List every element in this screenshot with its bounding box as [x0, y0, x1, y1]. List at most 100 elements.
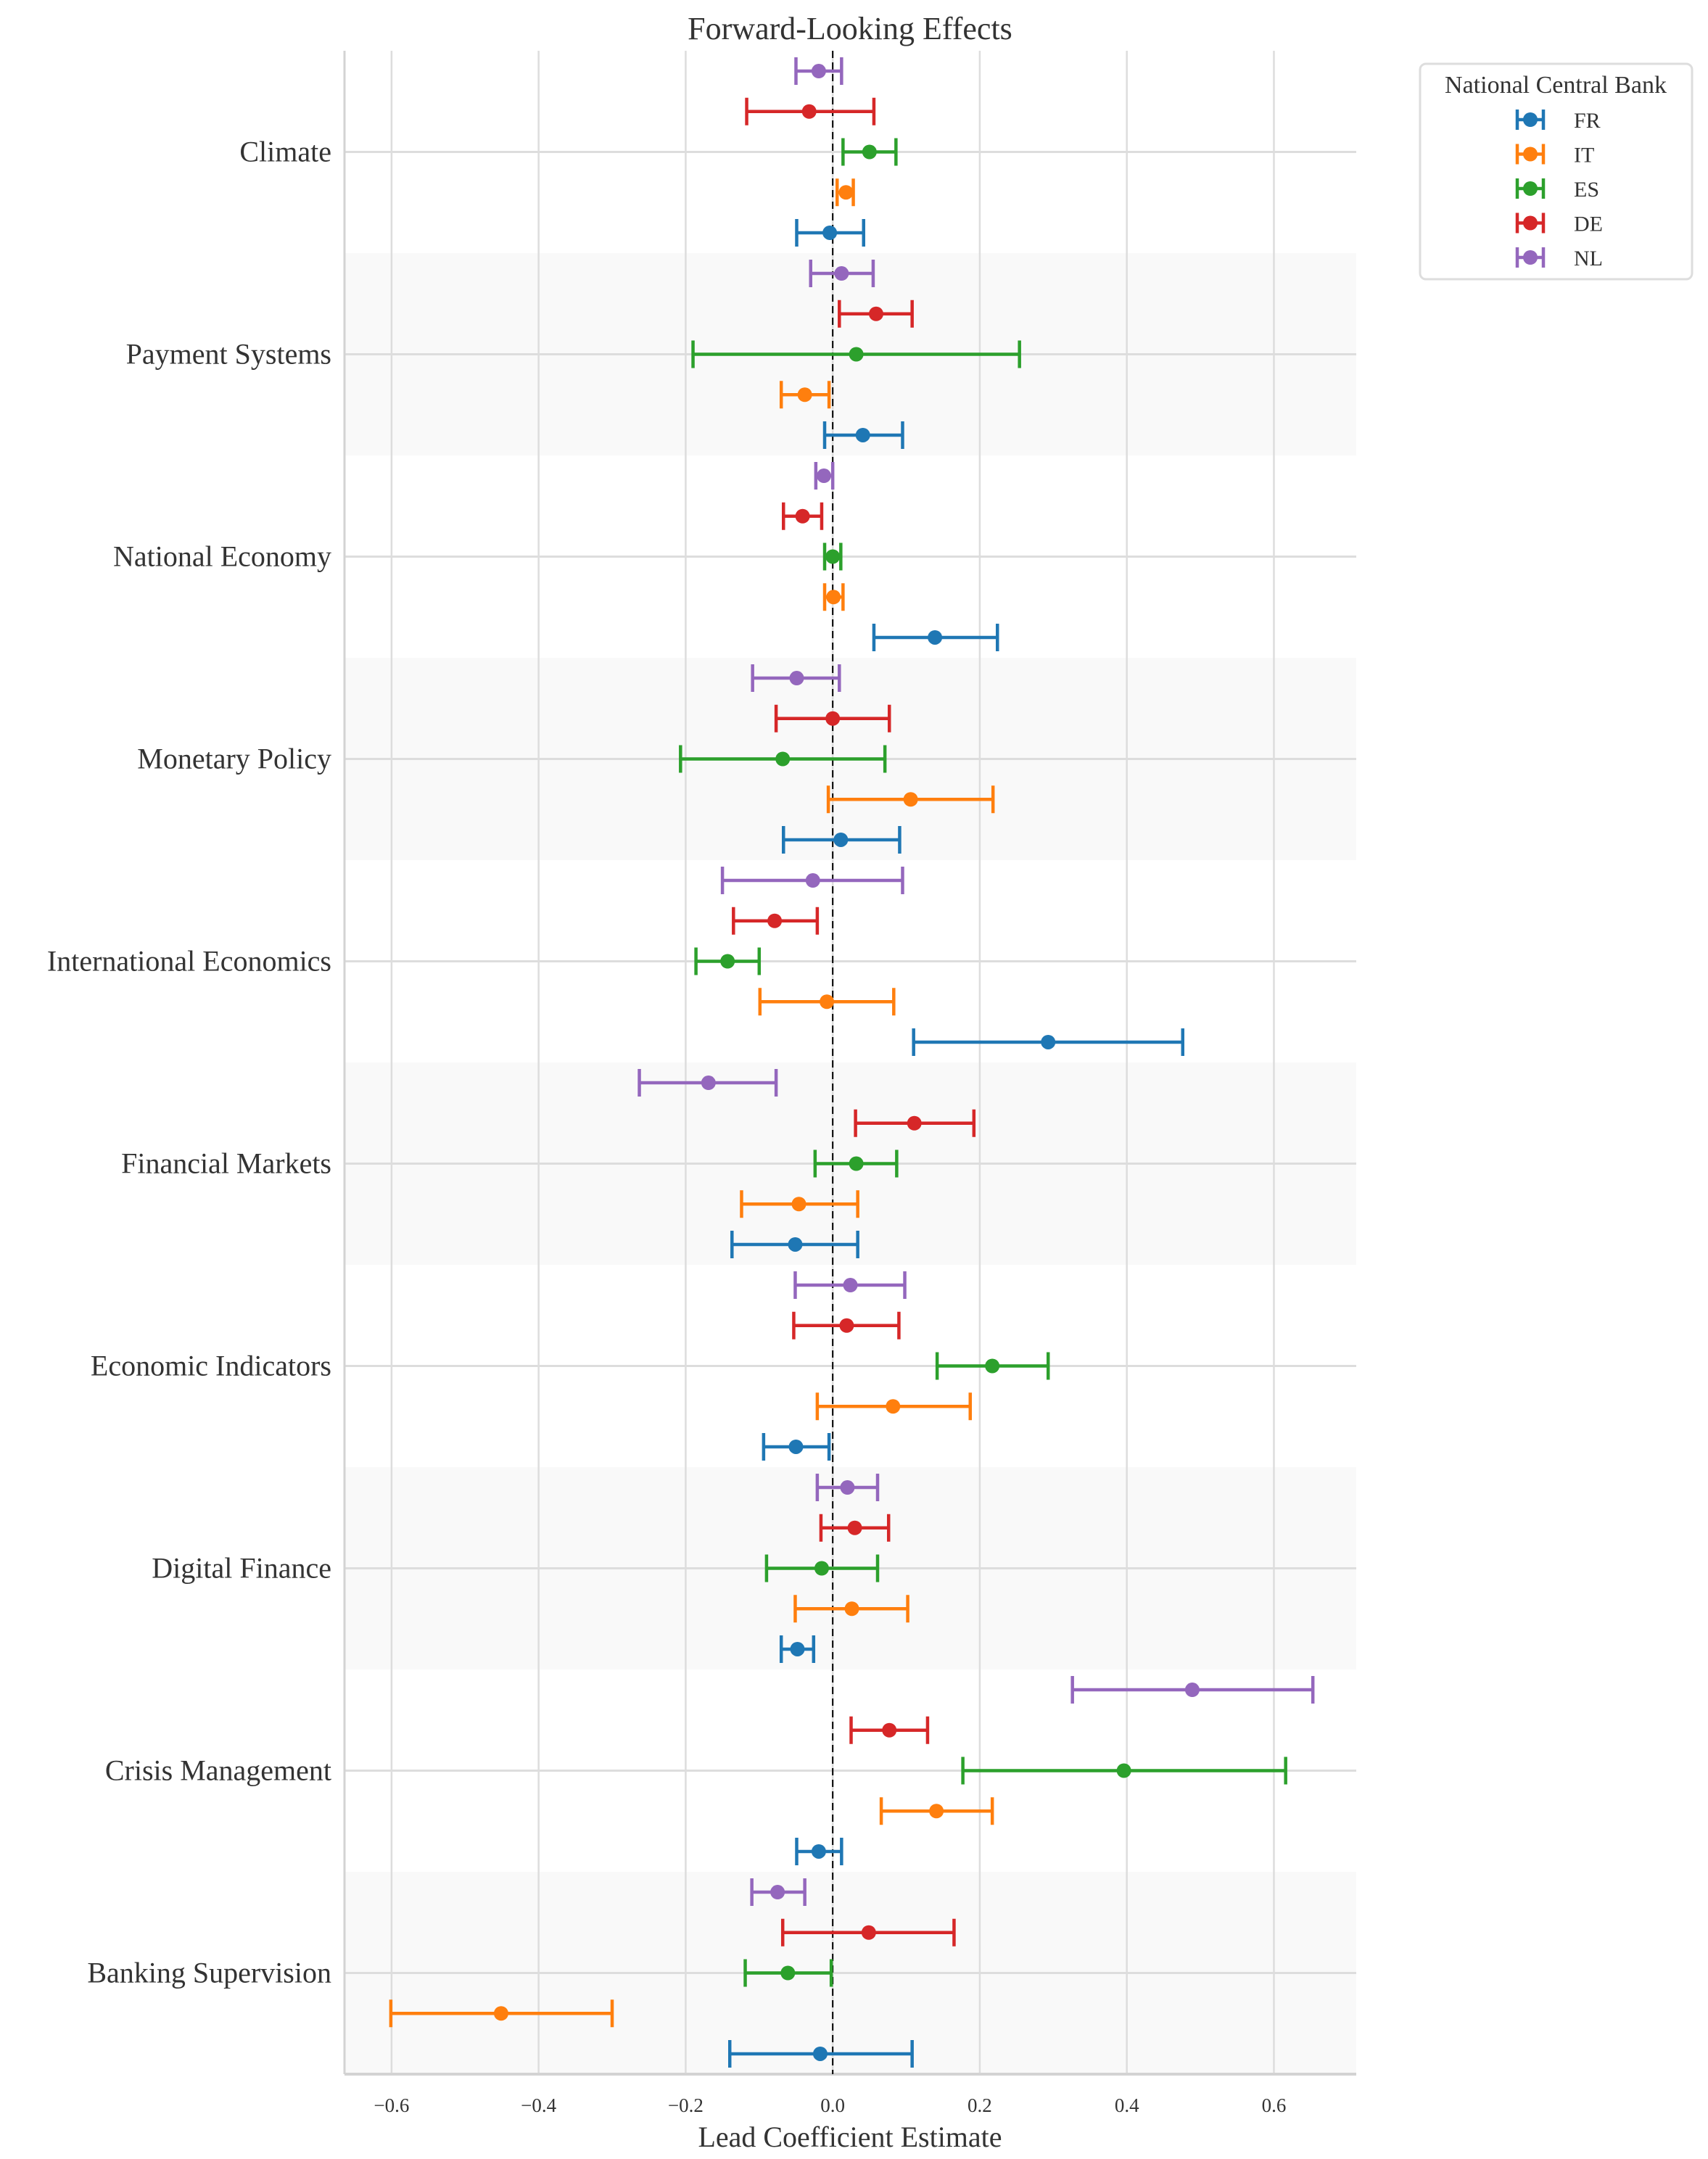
errorbar-es-economic-indicators [935, 1352, 1050, 1380]
errorbar-de-monetary-policy [774, 704, 891, 732]
errorbar-de-economic-indicators [792, 1311, 901, 1339]
errorbar-es-national-economy [822, 542, 843, 571]
series-de [732, 97, 976, 1947]
errorbar-it-payment-systems [779, 381, 831, 409]
errorbar-es-financial-markets [813, 1149, 899, 1178]
point-estimate [775, 751, 791, 767]
point-estimate [788, 1439, 804, 1454]
legend-marker-icon [1523, 146, 1538, 162]
point-estimate [767, 913, 783, 928]
point-estimate [855, 427, 870, 442]
point-estimate [985, 1358, 1000, 1374]
point-estimate [770, 1885, 785, 1900]
x-tick-label: −0.6 [374, 2094, 409, 2116]
point-estimate [825, 549, 841, 564]
errorbar-fr-national-economy [872, 623, 999, 651]
series-it [389, 178, 995, 2028]
point-estimate [820, 994, 835, 1010]
legend-marker-icon [1523, 181, 1538, 196]
errorbar-it-climate [836, 178, 855, 207]
point-estimate [720, 954, 735, 969]
errorbar-fr-financial-markets [730, 1230, 859, 1258]
point-estimate [907, 1115, 922, 1131]
errorbar-it-crisis-management [879, 1797, 994, 1825]
errorbar-fr-digital-finance [779, 1635, 816, 1663]
y-tick-label-economic-indicators: Economic Indicators [91, 1350, 331, 1382]
y-tick-label-national-economy: National Economy [113, 540, 331, 573]
errorbar-de-crisis-management [849, 1716, 930, 1744]
series-fr [727, 218, 1184, 2068]
point-estimate [840, 1480, 855, 1495]
point-estimate [928, 629, 943, 645]
x-tick-label: 0.2 [968, 2094, 992, 2116]
series-nl [638, 57, 1315, 1907]
point-estimate [1116, 1763, 1131, 1778]
legend-entry-de: DE [1515, 212, 1603, 236]
legend-frame [1419, 62, 1693, 281]
errorbar-nl-monetary-policy [751, 664, 841, 693]
errorbar-fr-climate [795, 218, 865, 247]
legend-title: National Central Bank [1445, 72, 1667, 99]
point-estimate [886, 1399, 901, 1414]
point-estimate [805, 873, 820, 888]
gridlines [345, 51, 1356, 2074]
x-tick-label: 0.0 [820, 2094, 845, 2116]
legend-label: NL [1574, 247, 1603, 271]
point-estimate [849, 1156, 864, 1171]
errorbar-de-digital-finance [819, 1514, 891, 1542]
legend-entry-es: ES [1515, 178, 1599, 202]
errorbar-nl-payment-systems [809, 260, 875, 288]
point-estimate [790, 1641, 805, 1656]
errorbar-it-national-economy [822, 583, 845, 611]
errorbar-nl-national-economy [814, 462, 835, 490]
legend-entry-nl: NL [1515, 247, 1603, 271]
legend-label: DE [1574, 212, 1603, 236]
errorbar-es-monetary-policy [679, 745, 887, 773]
errorbar-nl-climate [794, 57, 843, 86]
errorbar-de-climate [745, 97, 876, 125]
errorbar-nl-banking-supervision [750, 1878, 806, 1907]
y-tick-label-monetary-policy: Monetary Policy [137, 743, 331, 775]
errorbar-it-financial-markets [740, 1190, 859, 1218]
point-estimate [903, 792, 918, 807]
point-estimate [811, 1844, 826, 1859]
legend-entry-it: IT [1515, 144, 1594, 168]
errorbar-fr-economic-indicators [762, 1432, 831, 1461]
point-estimate [862, 144, 877, 160]
point-estimate [847, 1520, 862, 1535]
errorbar-fr-payment-systems [822, 421, 904, 449]
errorbar-es-banking-supervision [743, 1959, 833, 1987]
point-estimate [834, 266, 849, 281]
legend-marker-icon [1523, 215, 1538, 231]
y-tick-labels: Climate Payment Systems National Economy Mo… [47, 136, 331, 1989]
y-tick-label-payment-systems: Payment Systems [126, 338, 331, 371]
errorbar-nl-financial-markets [638, 1069, 778, 1097]
x-tick-labels: −0.6 −0.4 −0.2 0.0 0.2 0.4 0.6 [374, 2094, 1286, 2116]
errorbar-fr-banking-supervision [727, 2039, 914, 2068]
errorbar-it-banking-supervision [389, 1999, 614, 2028]
point-estimate [789, 671, 804, 686]
errorbar-nl-digital-finance [815, 1474, 880, 1502]
point-estimate [833, 832, 849, 847]
point-estimate [825, 711, 841, 726]
axis-spines [343, 51, 1356, 2076]
point-estimate [844, 1601, 859, 1617]
legend-label: FR [1574, 109, 1601, 133]
chart-title: Forward-Looking Effects [688, 11, 1012, 46]
x-tick-label: 0.4 [1115, 2094, 1139, 2116]
errorbar-fr-crisis-management [795, 1837, 843, 1865]
legend-marker-icon [1523, 250, 1538, 265]
y-tick-label-financial-markets: Financial Markets [121, 1147, 331, 1180]
point-estimate [882, 1722, 897, 1738]
point-estimate [493, 2006, 508, 2021]
errorbar-de-international-economics [732, 907, 820, 935]
legend-entries: FR IT ES DE NL [1515, 109, 1603, 271]
point-estimate [861, 1925, 876, 1940]
errorbar-es-international-economics [694, 947, 762, 975]
errorbar-fr-monetary-policy [781, 825, 902, 854]
errorbar-es-digital-finance [764, 1554, 880, 1582]
point-estimate [791, 1197, 806, 1212]
errorbar-de-financial-markets [854, 1109, 976, 1137]
point-estimate [797, 387, 812, 403]
legend: National Central Bank FR IT ES DE NL [1419, 62, 1693, 281]
